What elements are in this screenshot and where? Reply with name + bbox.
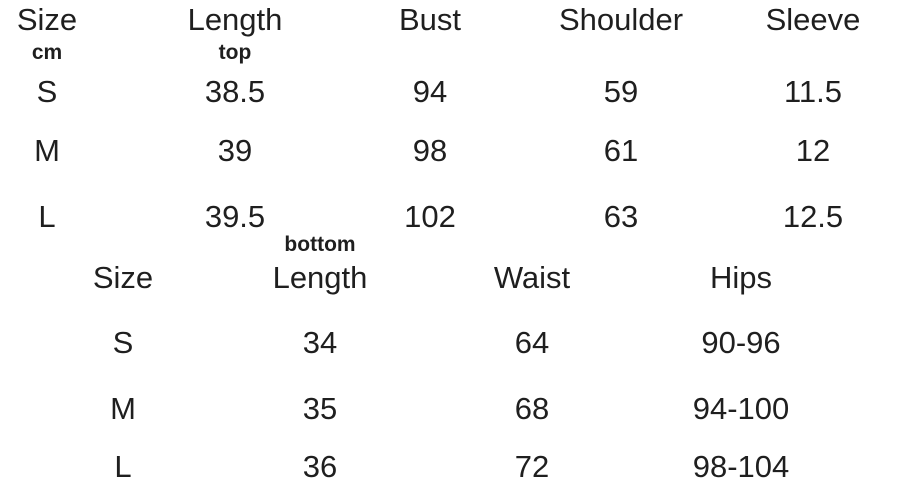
table-row: L 36 72 98-104 bbox=[0, 442, 812, 493]
value-cell: 94 bbox=[412, 73, 448, 109]
bottom-section-label: bottom bbox=[284, 232, 356, 256]
header-length: Length bbox=[187, 1, 283, 37]
value-cell: 98-104 bbox=[692, 449, 790, 485]
size-cell: S bbox=[36, 73, 58, 109]
header-bust: Bust bbox=[398, 1, 462, 37]
top-garment-size-table: Size Length Bust Shoulder Sleeve cm top … bbox=[0, 0, 868, 250]
header-hips: Hips bbox=[709, 259, 772, 295]
bottom-garment-size-table: bottom Size Length Waist Hips S 34 64 90… bbox=[0, 232, 812, 493]
value-cell: 11.5 bbox=[783, 73, 843, 109]
value-cell: 68 bbox=[514, 390, 550, 426]
top-section-label: top bbox=[218, 40, 252, 64]
table-row: S 34 64 90-96 bbox=[0, 298, 812, 376]
header-length: Length bbox=[272, 259, 368, 295]
header-size: Size bbox=[92, 259, 154, 295]
top-table-sublabel-row: cm top bbox=[0, 40, 868, 66]
value-cell: 35 bbox=[302, 390, 338, 426]
table-row: L 39.5 102 63 12.5 bbox=[0, 184, 868, 250]
value-cell: 39.5 bbox=[204, 198, 266, 234]
header-shoulder: Shoulder bbox=[558, 1, 684, 37]
size-cell: L bbox=[38, 198, 56, 234]
value-cell: 39 bbox=[217, 132, 253, 168]
value-cell: 36 bbox=[302, 449, 338, 485]
value-cell: 90-96 bbox=[701, 324, 781, 360]
bottom-table-header-row: Size Length Waist Hips bbox=[0, 258, 812, 298]
value-cell: 59 bbox=[603, 73, 639, 109]
size-cell: M bbox=[110, 390, 136, 426]
value-cell: 12.5 bbox=[782, 198, 844, 234]
value-cell: 34 bbox=[302, 324, 338, 360]
bottom-table-sublabel-row: bottom bbox=[0, 232, 812, 258]
value-cell: 94-100 bbox=[692, 390, 790, 426]
header-waist: Waist bbox=[493, 259, 571, 295]
size-cell: M bbox=[34, 132, 60, 168]
header-size: Size bbox=[16, 1, 78, 37]
header-sleeve: Sleeve bbox=[765, 1, 861, 37]
table-row: S 38.5 94 59 11.5 bbox=[0, 66, 868, 118]
value-cell: 12 bbox=[795, 132, 831, 168]
table-row: M 39 98 61 12 bbox=[0, 118, 868, 184]
value-cell: 61 bbox=[603, 132, 639, 168]
value-cell: 63 bbox=[603, 198, 639, 234]
value-cell: 102 bbox=[404, 198, 456, 234]
size-cell: S bbox=[112, 324, 134, 360]
value-cell: 38.5 bbox=[204, 73, 266, 109]
value-cell: 98 bbox=[412, 132, 448, 168]
table-row: M 35 68 94-100 bbox=[0, 376, 812, 442]
value-cell: 64 bbox=[514, 324, 550, 360]
top-table-header-row: Size Length Bust Shoulder Sleeve bbox=[0, 0, 868, 40]
value-cell: 72 bbox=[514, 449, 550, 485]
unit-label: cm bbox=[31, 40, 63, 64]
size-cell: L bbox=[114, 449, 132, 485]
